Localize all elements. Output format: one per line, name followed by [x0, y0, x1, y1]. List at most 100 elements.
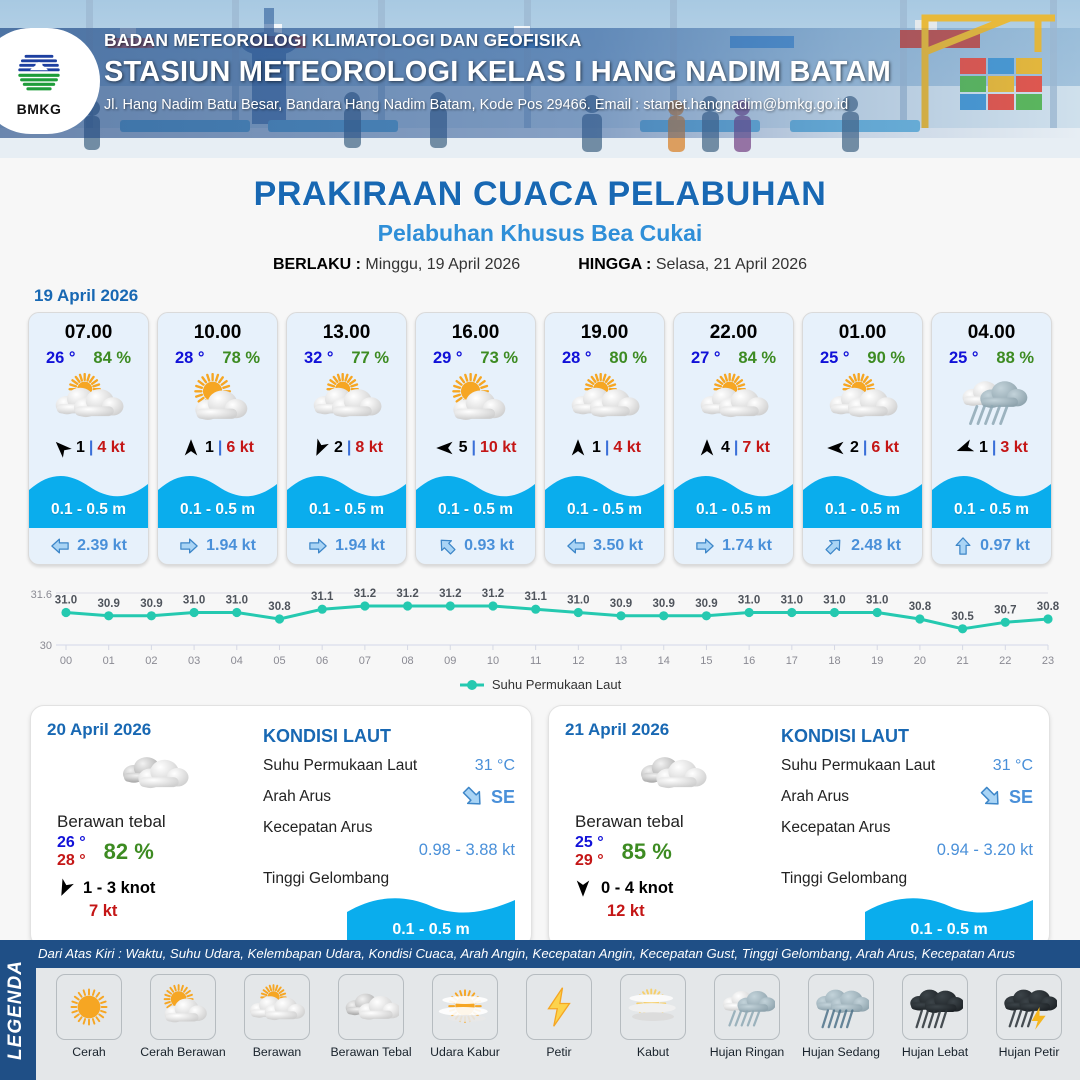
card-gust: 3 kt: [1000, 439, 1028, 456]
arrow-w-icon: [435, 438, 455, 458]
card-humidity: 84 %: [93, 349, 132, 367]
card-time: 07.00: [64, 322, 113, 343]
udara-kabur-icon: [432, 974, 498, 1040]
legend-item-label: Petir: [546, 1045, 572, 1059]
arrow-right-icon: [695, 536, 715, 556]
card-humidity: 90 %: [867, 349, 906, 367]
svg-text:15: 15: [700, 655, 712, 667]
legend-item-label: Cerah: [72, 1045, 106, 1059]
wave-height-label: Tinggi Gelombang: [781, 870, 908, 887]
arrow-se-icon: [461, 785, 485, 809]
wave-height-label: Tinggi Gelombang: [263, 870, 390, 887]
svg-text:17: 17: [786, 655, 798, 667]
card-wind-row: 2 | 6 kt: [803, 432, 922, 466]
legend-item: Cerah: [42, 974, 136, 1059]
svg-text:31.0: 31.0: [567, 595, 589, 607]
summary-left: 20 April 2026 Berawan tebal 26 ° 28 °: [47, 720, 259, 947]
cerah-berawan-icon: [158, 370, 277, 432]
svg-text:31.0: 31.0: [781, 595, 803, 607]
card-humidity: 73 %: [480, 349, 519, 367]
card-temperature: 29 °: [432, 349, 463, 367]
hujan-lebat-icon: [902, 974, 968, 1040]
berlaku-group: BERLAKU : Minggu, 19 April 2026: [273, 256, 520, 274]
forecast-card: 10.00 28 ° 78 % 1 | 6 kt 0.1 - 0.: [157, 312, 278, 565]
card-gust: 6 kt: [226, 439, 254, 456]
card-gust: 6 kt: [871, 439, 899, 456]
page-subtitle: Pelabuhan Khusus Bea Cukai: [377, 220, 703, 246]
arrow-up-icon: [953, 536, 973, 556]
berawan-tebal-icon: [338, 974, 404, 1040]
card-temp-humidity: 29 ° 73 %: [416, 344, 535, 368]
forecast-card: 07.00 26 ° 84 % 1 | 4 kt: [28, 312, 149, 565]
card-humidity: 78 %: [222, 349, 261, 367]
card-wind-row: 1 | 4 kt: [545, 432, 664, 466]
card-current-row: 2.48 kt: [803, 528, 922, 564]
current-speed-label: Kecepatan Arus: [263, 819, 373, 836]
card-wind-speed: 2: [850, 439, 859, 456]
svg-text:30.8: 30.8: [1037, 601, 1060, 613]
berawan-icon: [674, 370, 793, 432]
bmkg-logo-label: BMKG: [16, 101, 62, 117]
card-wave-zone: 0.1 - 0.5 m: [674, 466, 793, 528]
svg-text:20: 20: [914, 655, 926, 667]
card-humidity: 84 %: [738, 349, 777, 367]
card-wave-zone: 0.1 - 0.5 m: [416, 466, 535, 528]
sst-label: Suhu Permukaan Laut: [781, 757, 936, 774]
arrow-nw-icon: [437, 536, 457, 556]
summary-humidity: 82 %: [103, 839, 154, 864]
card-temperature: 28 °: [174, 349, 205, 367]
summary-wave-graphic: 0.1 - 0.5 m: [347, 892, 515, 946]
chart-legend: Suhu Permukaan Laut: [20, 677, 1060, 692]
arrow-w-icon: [826, 438, 846, 458]
svg-text:21: 21: [956, 655, 968, 667]
card-wave-zone: 0.1 - 0.5 m: [158, 466, 277, 528]
legend-item-label: Udara Kabur: [430, 1045, 500, 1059]
berlaku-label: BERLAKU :: [272, 256, 361, 273]
legend-note: Dari Atas Kiri : Waktu, Suhu Udara, Kele…: [38, 946, 1016, 961]
agency-name: BADAN METEOROLOGI KLIMATOLOGI DAN GEOFIS…: [104, 30, 582, 50]
berawan-icon: [287, 370, 406, 432]
summary-wind-range: 1 - 3 knot: [83, 878, 156, 897]
card-time: 01.00: [838, 322, 887, 343]
forecast-card: 13.00 32 ° 77 % 2 | 8 kt: [286, 312, 407, 565]
sea-condition-title: KONDISI LAUT: [781, 726, 909, 746]
summary-right: KONDISI LAUT Suhu Permukaan Laut 31 °C A…: [777, 720, 1033, 947]
bmkg-logo-icon: [18, 54, 60, 91]
card-gust: 10 kt: [479, 439, 517, 456]
arrow-left-icon: [50, 536, 70, 556]
svg-text:00: 00: [60, 655, 72, 667]
svg-text:04: 04: [231, 655, 243, 667]
arrow-n-icon: [697, 438, 717, 458]
svg-text:14: 14: [658, 655, 670, 667]
svg-text:31.0: 31.0: [226, 595, 248, 607]
summary-temps: 25 ° 29 ° 85 %: [575, 834, 777, 870]
cerah-icon: [56, 974, 122, 1040]
cerah-berawan-icon: [416, 370, 535, 432]
summary-wind-range: 0 - 4 knot: [601, 878, 674, 897]
current-direction-row: Arah Arus SE: [781, 785, 1033, 809]
card-gust: 4 kt: [613, 439, 641, 456]
sst-row: Suhu Permukaan Laut 31 °C: [263, 757, 515, 775]
svg-text:03: 03: [188, 655, 200, 667]
svg-text:31.6: 31.6: [31, 589, 52, 601]
card-wave-height: 0.1 - 0.5 m: [954, 501, 1029, 518]
card-wind-row: 1 | 3 kt: [932, 432, 1051, 466]
wave-height-row: Tinggi Gelombang: [781, 870, 1033, 888]
summary-wind-row: 1 - 3 knot: [55, 878, 259, 898]
legenda-tab-label: LEGENDA: [5, 960, 26, 1060]
summary-condition: Berawan tebal: [57, 812, 166, 831]
svg-text:01: 01: [103, 655, 115, 667]
card-wave-zone: 0.1 - 0.5 m: [803, 466, 922, 528]
svg-text:07: 07: [359, 655, 371, 667]
card-wind-speed: 4: [721, 439, 730, 456]
card-wind-speed: 1: [979, 439, 988, 456]
card-wind-separator: |: [346, 439, 352, 456]
card-current-row: 1.94 kt: [287, 528, 406, 564]
summary-wave-graphic: 0.1 - 0.5 m: [865, 892, 1033, 946]
card-wave-zone: 0.1 - 0.5 m: [29, 466, 148, 528]
current-direction-value: SE: [490, 786, 515, 807]
svg-text:30.7: 30.7: [994, 604, 1016, 616]
card-current-speed: 2.39 kt: [77, 537, 127, 554]
page-header: BMKG BADAN METEOROLOGI KLIMATOLOGI DAN G…: [0, 0, 1080, 158]
summary-wave-value: 0.1 - 0.5 m: [910, 921, 988, 938]
